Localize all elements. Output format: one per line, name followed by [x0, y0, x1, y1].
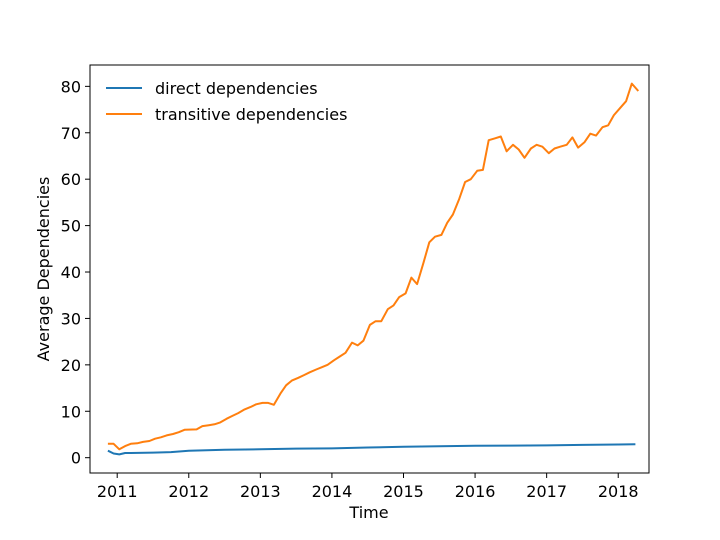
legend-label-direct: direct dependencies [155, 79, 318, 98]
x-tick-label: 2012 [168, 482, 209, 501]
y-tick-label: 50 [61, 217, 81, 236]
series-layer [107, 82, 640, 456]
x-tick-label: 2015 [383, 482, 424, 501]
y-tick-label: 40 [61, 263, 81, 282]
plot-area [89, 64, 650, 474]
x-tick-label: 2014 [312, 482, 353, 501]
y-axis-label: Average Dependencies [34, 177, 53, 362]
legend-label-transitive: transitive dependencies [155, 105, 347, 124]
x-tick-label: 2017 [526, 482, 567, 501]
x-axis-label: Time [348, 503, 388, 522]
x-tick-label: 2013 [240, 482, 281, 501]
series-line-transitive [107, 82, 640, 451]
y-tick-label: 70 [61, 124, 81, 143]
x-tick-label: 2016 [455, 482, 496, 501]
y-tick-label: 80 [61, 77, 81, 96]
x-tick-label: 2018 [598, 482, 639, 501]
y-tick-label: 30 [61, 309, 81, 328]
y-axis: 0 10 20 30 40 50 60 70 80 [61, 77, 90, 468]
y-tick-label: 0 [71, 449, 81, 468]
x-tick-label: 2011 [97, 482, 138, 501]
y-tick-label: 20 [61, 356, 81, 375]
y-tick-label: 60 [61, 170, 81, 189]
legend: direct dependencies transitive dependenc… [106, 79, 347, 124]
x-axis: 2011 2012 2013 2014 2015 2016 2017 2018 [97, 473, 639, 501]
series-line-direct [107, 443, 636, 456]
plot-frame [89, 64, 650, 474]
y-tick-label: 10 [61, 402, 81, 421]
